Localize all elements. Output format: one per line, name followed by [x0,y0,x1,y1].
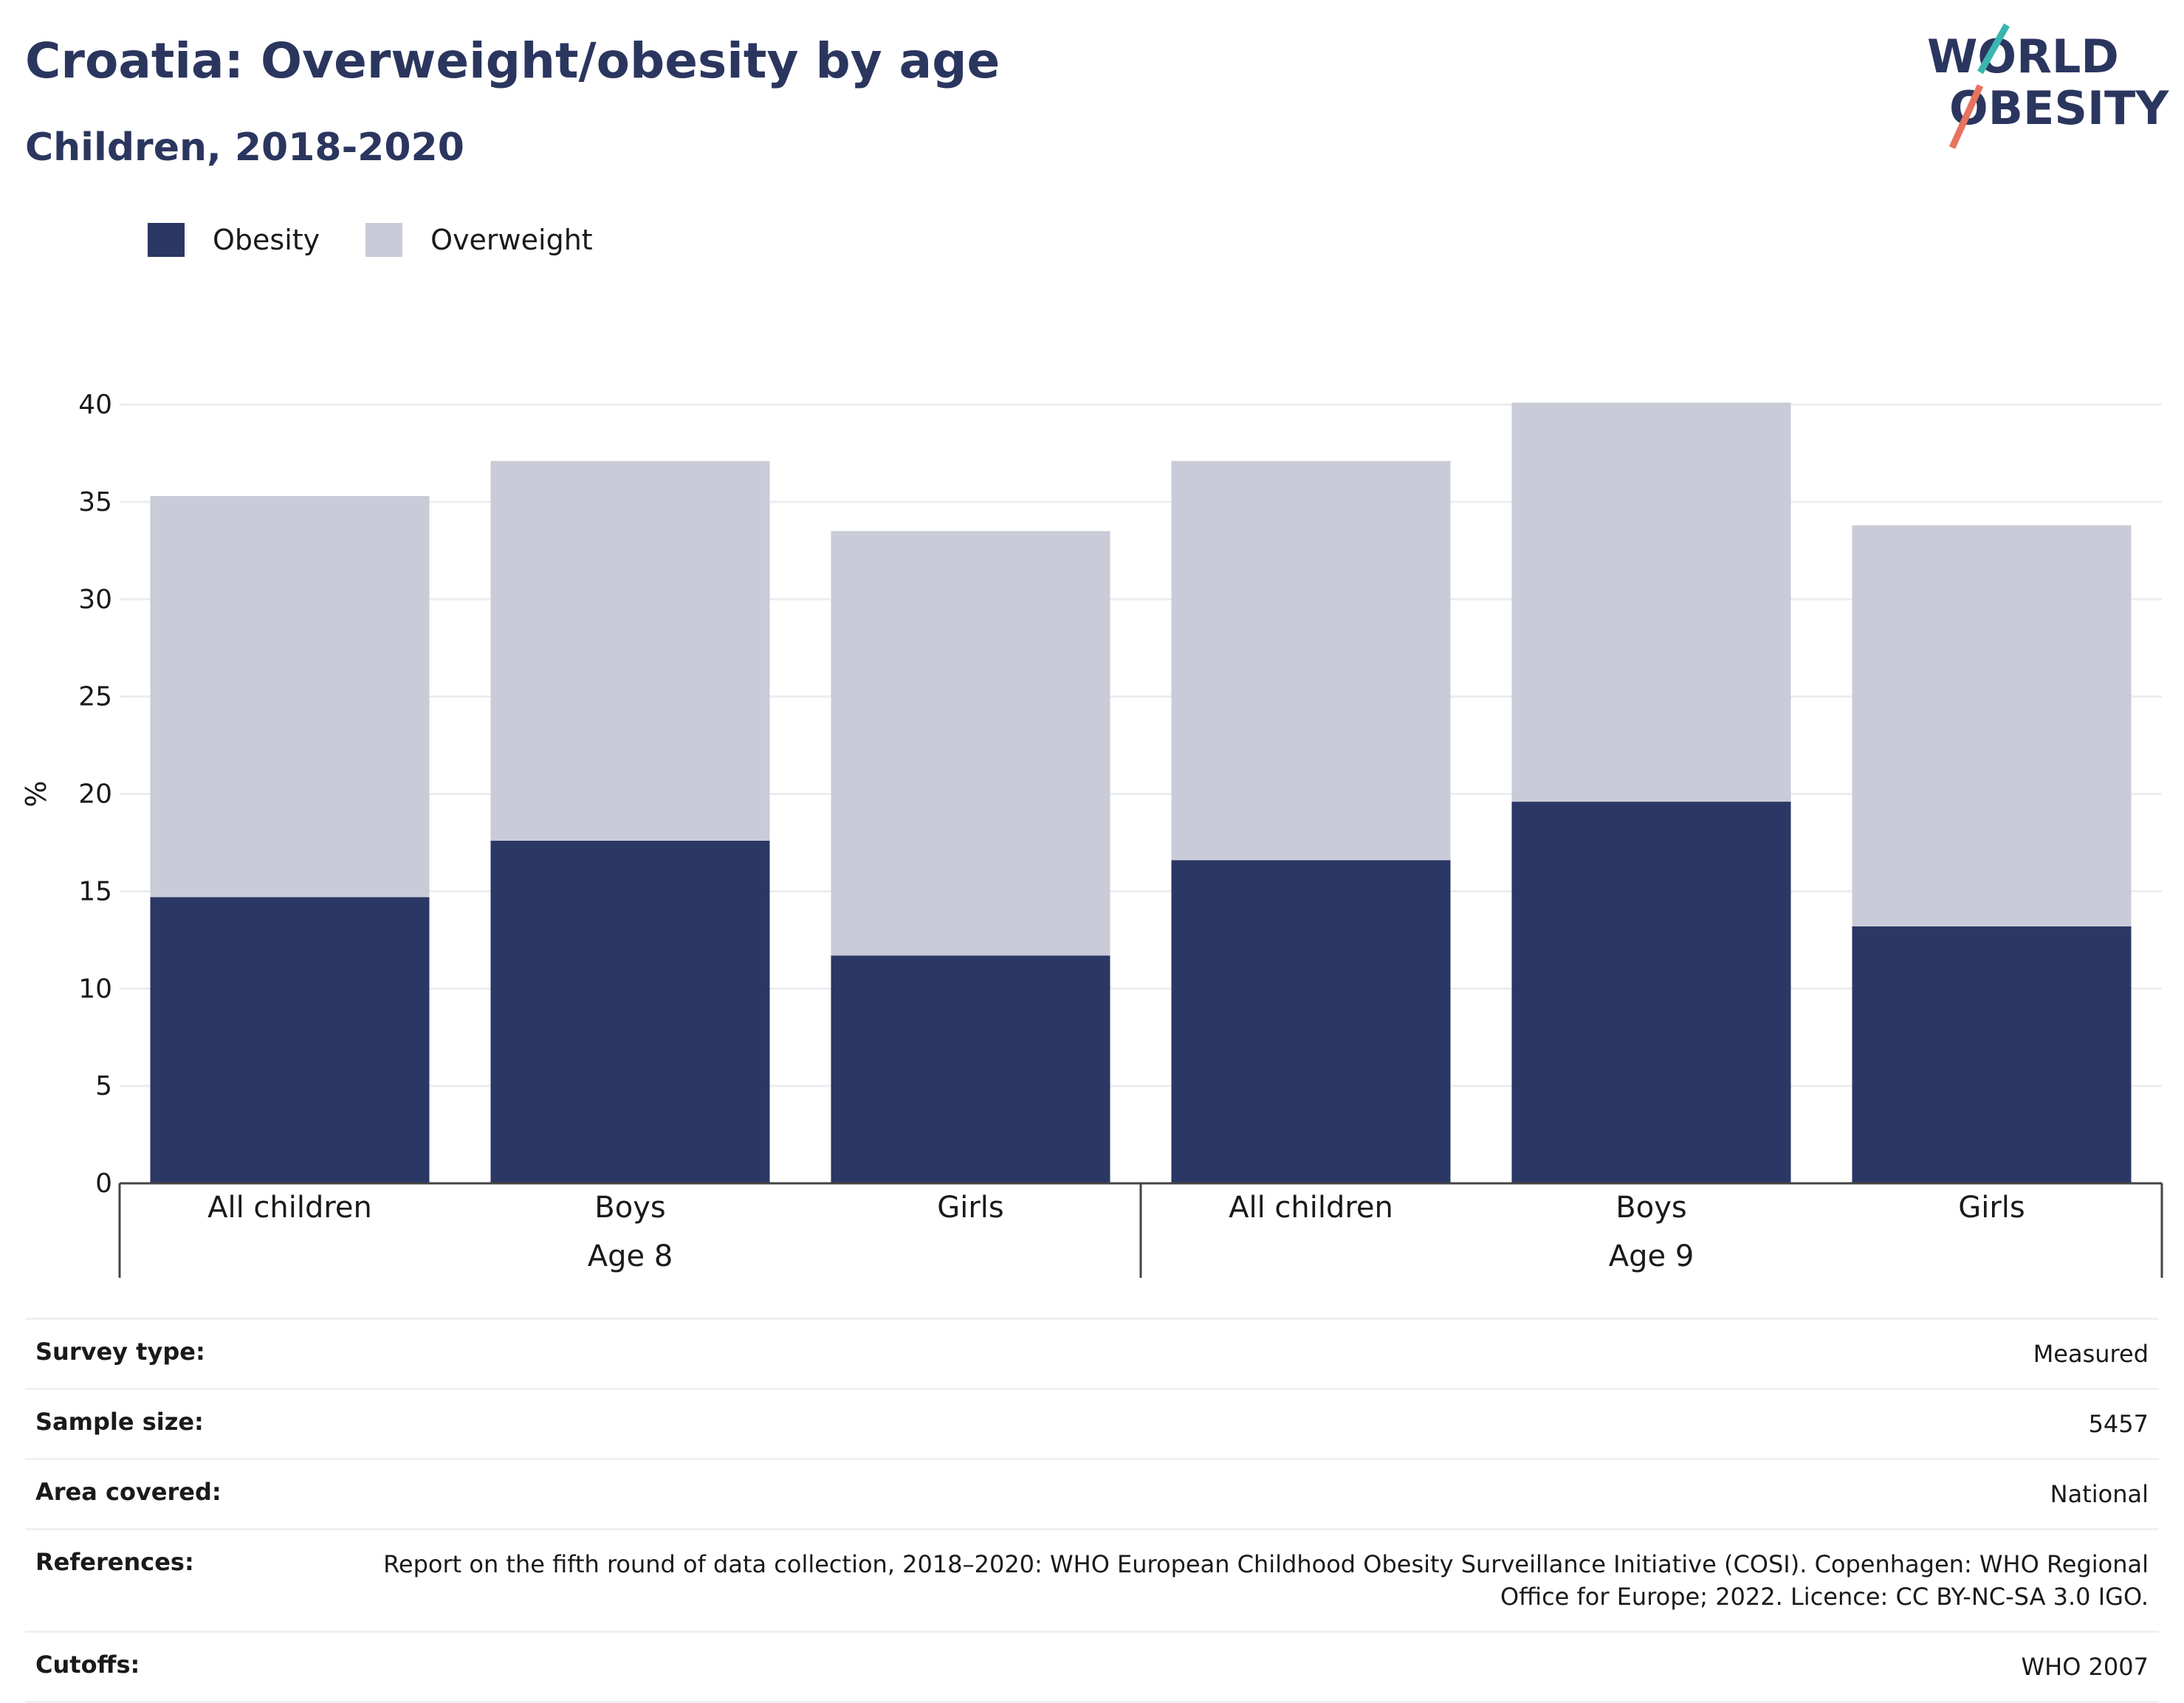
info-value: Measured [2033,1340,2149,1368]
info-value: 5457 [2088,1410,2149,1438]
info-row: Area covered: National [25,1459,2159,1530]
bar-obesity-4[interactable] [1511,802,1791,1183]
info-value: WHO 2007 [2021,1653,2149,1681]
bar-overweight-0[interactable] [150,495,430,898]
y-tick-label: 0 [95,1169,112,1199]
bar-overweight-2[interactable] [831,531,1110,956]
bars [150,402,2132,1183]
y-tick-label: 25 [78,682,112,712]
bar-obesity-3[interactable] [1171,860,1451,1183]
x-category-label: All children [207,1191,372,1225]
info-key: Cutoffs: [35,1651,140,1679]
bar-overweight-5[interactable] [1852,525,2132,926]
info-key: Area covered: [35,1478,222,1506]
bar-obesity-2[interactable] [831,955,1110,1183]
y-tick-label: 35 [78,487,112,517]
y-tick-label: 15 [78,876,112,906]
x-category-label: Girls [1958,1191,2025,1225]
legend-swatch-overweight [365,223,403,257]
legend: Obesity Overweight [148,221,639,258]
bar-overweight-4[interactable] [1511,402,1791,802]
chart-subtitle: Children, 2018-2020 [25,125,464,170]
y-tick-label: 10 [78,974,112,1004]
y-tick-label: 30 [78,585,112,615]
y-tick-label: 20 [78,780,112,810]
legend-item-obesity[interactable]: Obesity [148,223,320,257]
x-category-label: Boys [594,1191,665,1225]
bar-obesity-1[interactable] [490,840,770,1183]
bar-overweight-3[interactable] [1171,461,1451,861]
x-group-label: Age 9 [1609,1239,1694,1273]
bar-chart: 0 5 10 15 20 25 30 35 40 % All children Boys Girls… [20,390,2163,1278]
x-category-label: Girls [937,1191,1004,1225]
info-row: Cutoffs: WHO 2007 [25,1631,2159,1702]
x-category-label: Boys [1615,1191,1686,1225]
info-value: National [2050,1480,2149,1508]
info-key: Survey type: [35,1338,205,1366]
legend-swatch-obesity [148,223,185,257]
chart-title: Croatia: Overweight/obesity by age [25,32,1000,89]
y-tick-labels: 0 5 10 15 20 25 30 35 40 [78,390,112,1199]
info-value: Report on the fifth round of data collec… [383,1550,2149,1611]
world-obesity-logo: WORLD OBESITY [1927,23,2169,149]
info-row: Survey type: Measured [25,1318,2159,1389]
logo-line1: WORLD [1927,30,2119,83]
bar-obesity-5[interactable] [1852,926,2132,1183]
info-table: Survey type: Measured Sample size: 5457 Area… [25,1318,2159,1703]
info-row: References: Report on the fifth round of … [25,1529,2159,1632]
bar-obesity-0[interactable] [150,897,430,1183]
x-category-label: All children [1229,1191,1393,1225]
logo-coral-slash [1948,84,1984,149]
info-row: Sample size: 5457 [25,1389,2159,1459]
legend-label-obesity: Obesity [213,224,320,256]
y-axis-label: % [20,780,52,807]
legend-item-overweight[interactable]: Overweight [365,223,593,257]
y-tick-label: 40 [78,390,112,420]
bar-overweight-1[interactable] [490,461,770,841]
logo-line2: OBESITY [1949,81,2169,135]
x-axis: All children Boys Girls Age 8 All children Bo… [118,1182,2163,1278]
x-group-label: Age 8 [588,1239,673,1273]
info-key: Sample size: [35,1408,204,1436]
y-tick-label: 5 [95,1071,112,1101]
grid-lines [120,403,2162,1087]
legend-label-overweight: Overweight [430,224,593,256]
info-key: References: [35,1548,194,1576]
logo-teal-slash [1977,23,2010,75]
